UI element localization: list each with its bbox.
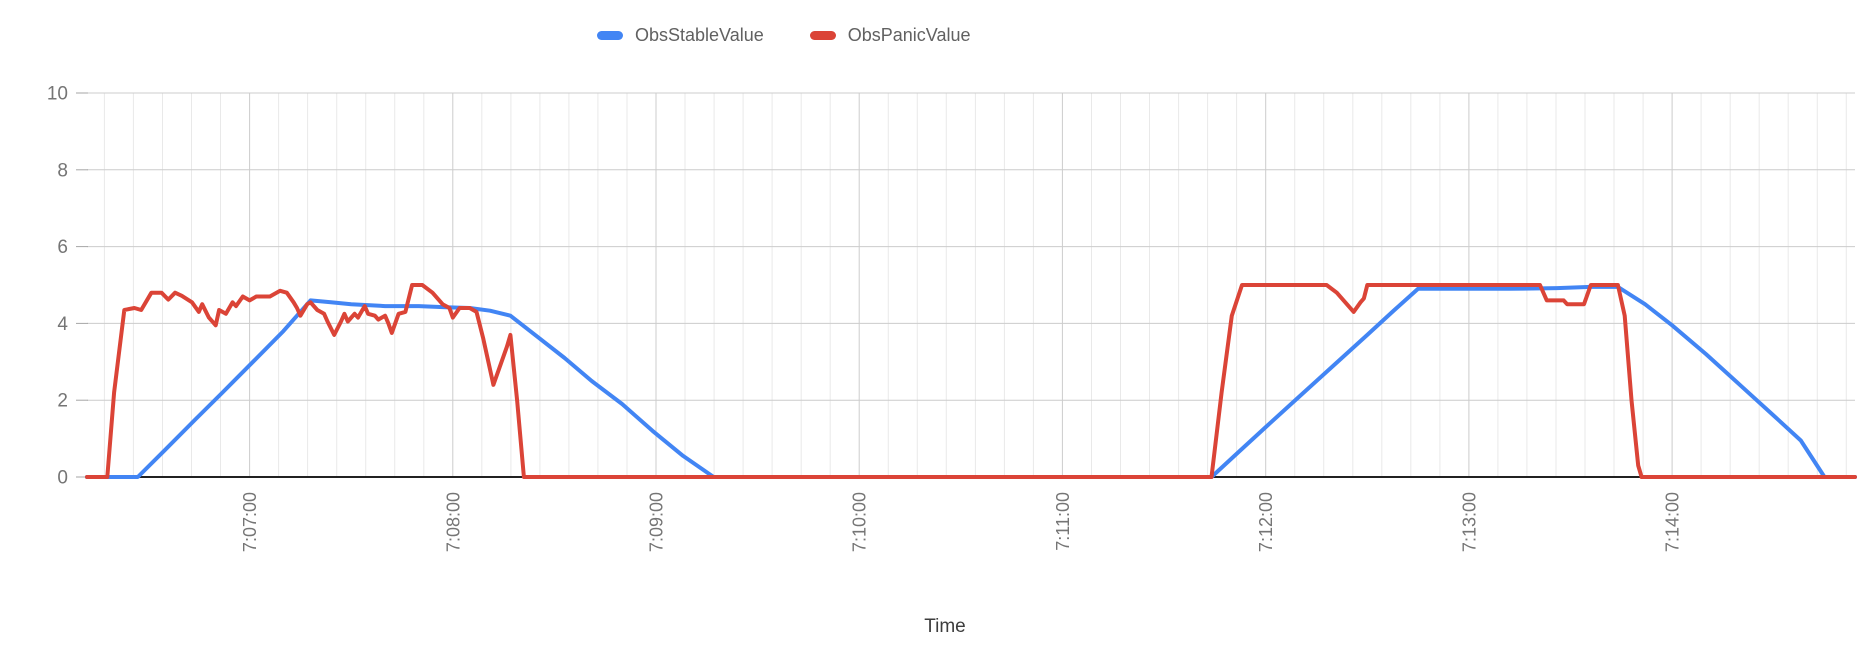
y-tick-label: 2 <box>57 391 68 412</box>
legend-label-obsstablevalue: ObsStableValue <box>635 25 764 45</box>
x-tick-label: 7:12:00 <box>1256 492 1276 552</box>
legend-swatch-panic-icon <box>809 31 836 40</box>
legend-swatch-stable-icon <box>597 31 623 40</box>
x-tick-label: 7:07:00 <box>240 492 260 552</box>
y-tick-label: 6 <box>57 237 68 258</box>
x-tick-label: 7:09:00 <box>647 492 667 552</box>
x-tick-label: 7:13:00 <box>1459 492 1479 552</box>
grid-major-horizontal <box>87 92 1855 401</box>
x-axis-labels: 7:07:00 7:08:00 7:09:00 7:10:00 7:11:00 7:12:… <box>240 492 1683 552</box>
x-tick-label: 7:10:00 <box>850 492 870 552</box>
y-axis-tick-marks <box>76 92 88 478</box>
legend: ObsStableValue ObsPanicValue <box>597 25 971 46</box>
x-tick-label: 7:11:00 <box>1053 492 1073 551</box>
y-tick-label: 8 <box>57 160 68 181</box>
grid-major-vertical <box>249 93 1673 477</box>
x-tick-label: 7:14:00 <box>1663 492 1683 552</box>
grid-minor-vertical <box>103 93 1847 477</box>
legend-label-obspanicvalue: ObsPanicValue <box>847 25 971 45</box>
legend-item-obsstablevalue[interactable]: ObsStableValue <box>597 25 764 46</box>
legend-item-obspanicvalue[interactable]: ObsPanicValue <box>809 25 971 46</box>
x-axis-title: Time <box>924 616 966 637</box>
y-tick-label: 0 <box>57 468 68 489</box>
series-line-obspanicvalue[interactable] <box>85 283 1857 479</box>
y-axis-labels: 0 2 4 6 8 10 <box>47 84 69 489</box>
x-tick-label: 7:08:00 <box>443 492 463 552</box>
y-tick-label: 10 <box>47 84 68 105</box>
y-tick-label: 4 <box>57 314 68 335</box>
